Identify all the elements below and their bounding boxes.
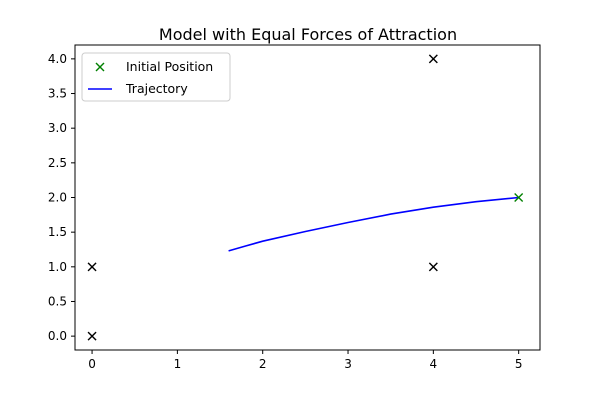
trajectory-line (228, 196, 519, 252)
legend-entry: Trajectory (88, 81, 188, 96)
attractor-point-stroke-b (87, 262, 97, 272)
attractor-point-stroke-b (428, 262, 438, 272)
chart-title: Model with Equal Forces of Attraction (159, 25, 457, 44)
attractor-point (87, 262, 97, 272)
y-tick-label: 4.0 (48, 52, 67, 66)
y-tick-label: 2.0 (48, 191, 67, 205)
legend-entry: Initial Position (95, 59, 213, 74)
x-tick-label: 5 (515, 357, 523, 371)
attractor-point (428, 262, 438, 272)
x-tick-label: 0 (88, 357, 96, 371)
chart-marks (87, 54, 524, 341)
attractor-point-stroke-b (428, 54, 438, 64)
y-tick-label: 0.0 (48, 329, 67, 343)
y-tick-label: 2.5 (48, 156, 67, 170)
legend-box (81, 52, 231, 102)
initial-position-point (514, 193, 524, 202)
y-tick-label: 1.5 (48, 225, 67, 239)
attractor-point (428, 54, 438, 64)
legend-swatch-marker (95, 62, 105, 72)
x-tick-label: 1 (174, 357, 182, 371)
axis-ticks: 0 1 2 3 4 5 0.0 0.5 1.0 1.5 2.0 2.5 3.0 3.5 4.0 (48, 52, 523, 371)
legend-label: Initial Position (126, 59, 213, 74)
legend-label: Trajectory (125, 81, 188, 96)
attractor-point-stroke-b (87, 331, 97, 341)
y-tick-label: 1.0 (48, 260, 67, 274)
y-tick-label: 0.5 (48, 294, 67, 308)
attractor-point (87, 331, 97, 341)
legend-swatch-marker-stroke-b (95, 62, 105, 72)
x-tick-label: 2 (259, 357, 267, 371)
legend: Initial Position Trajectory (81, 52, 231, 102)
initial-position-point-stroke-b (514, 193, 524, 202)
y-tick-label: 3.5 (48, 87, 67, 101)
x-tick-label: 4 (430, 357, 438, 371)
x-tick-label: 3 (344, 357, 352, 371)
y-tick-label: 3.0 (48, 121, 67, 135)
